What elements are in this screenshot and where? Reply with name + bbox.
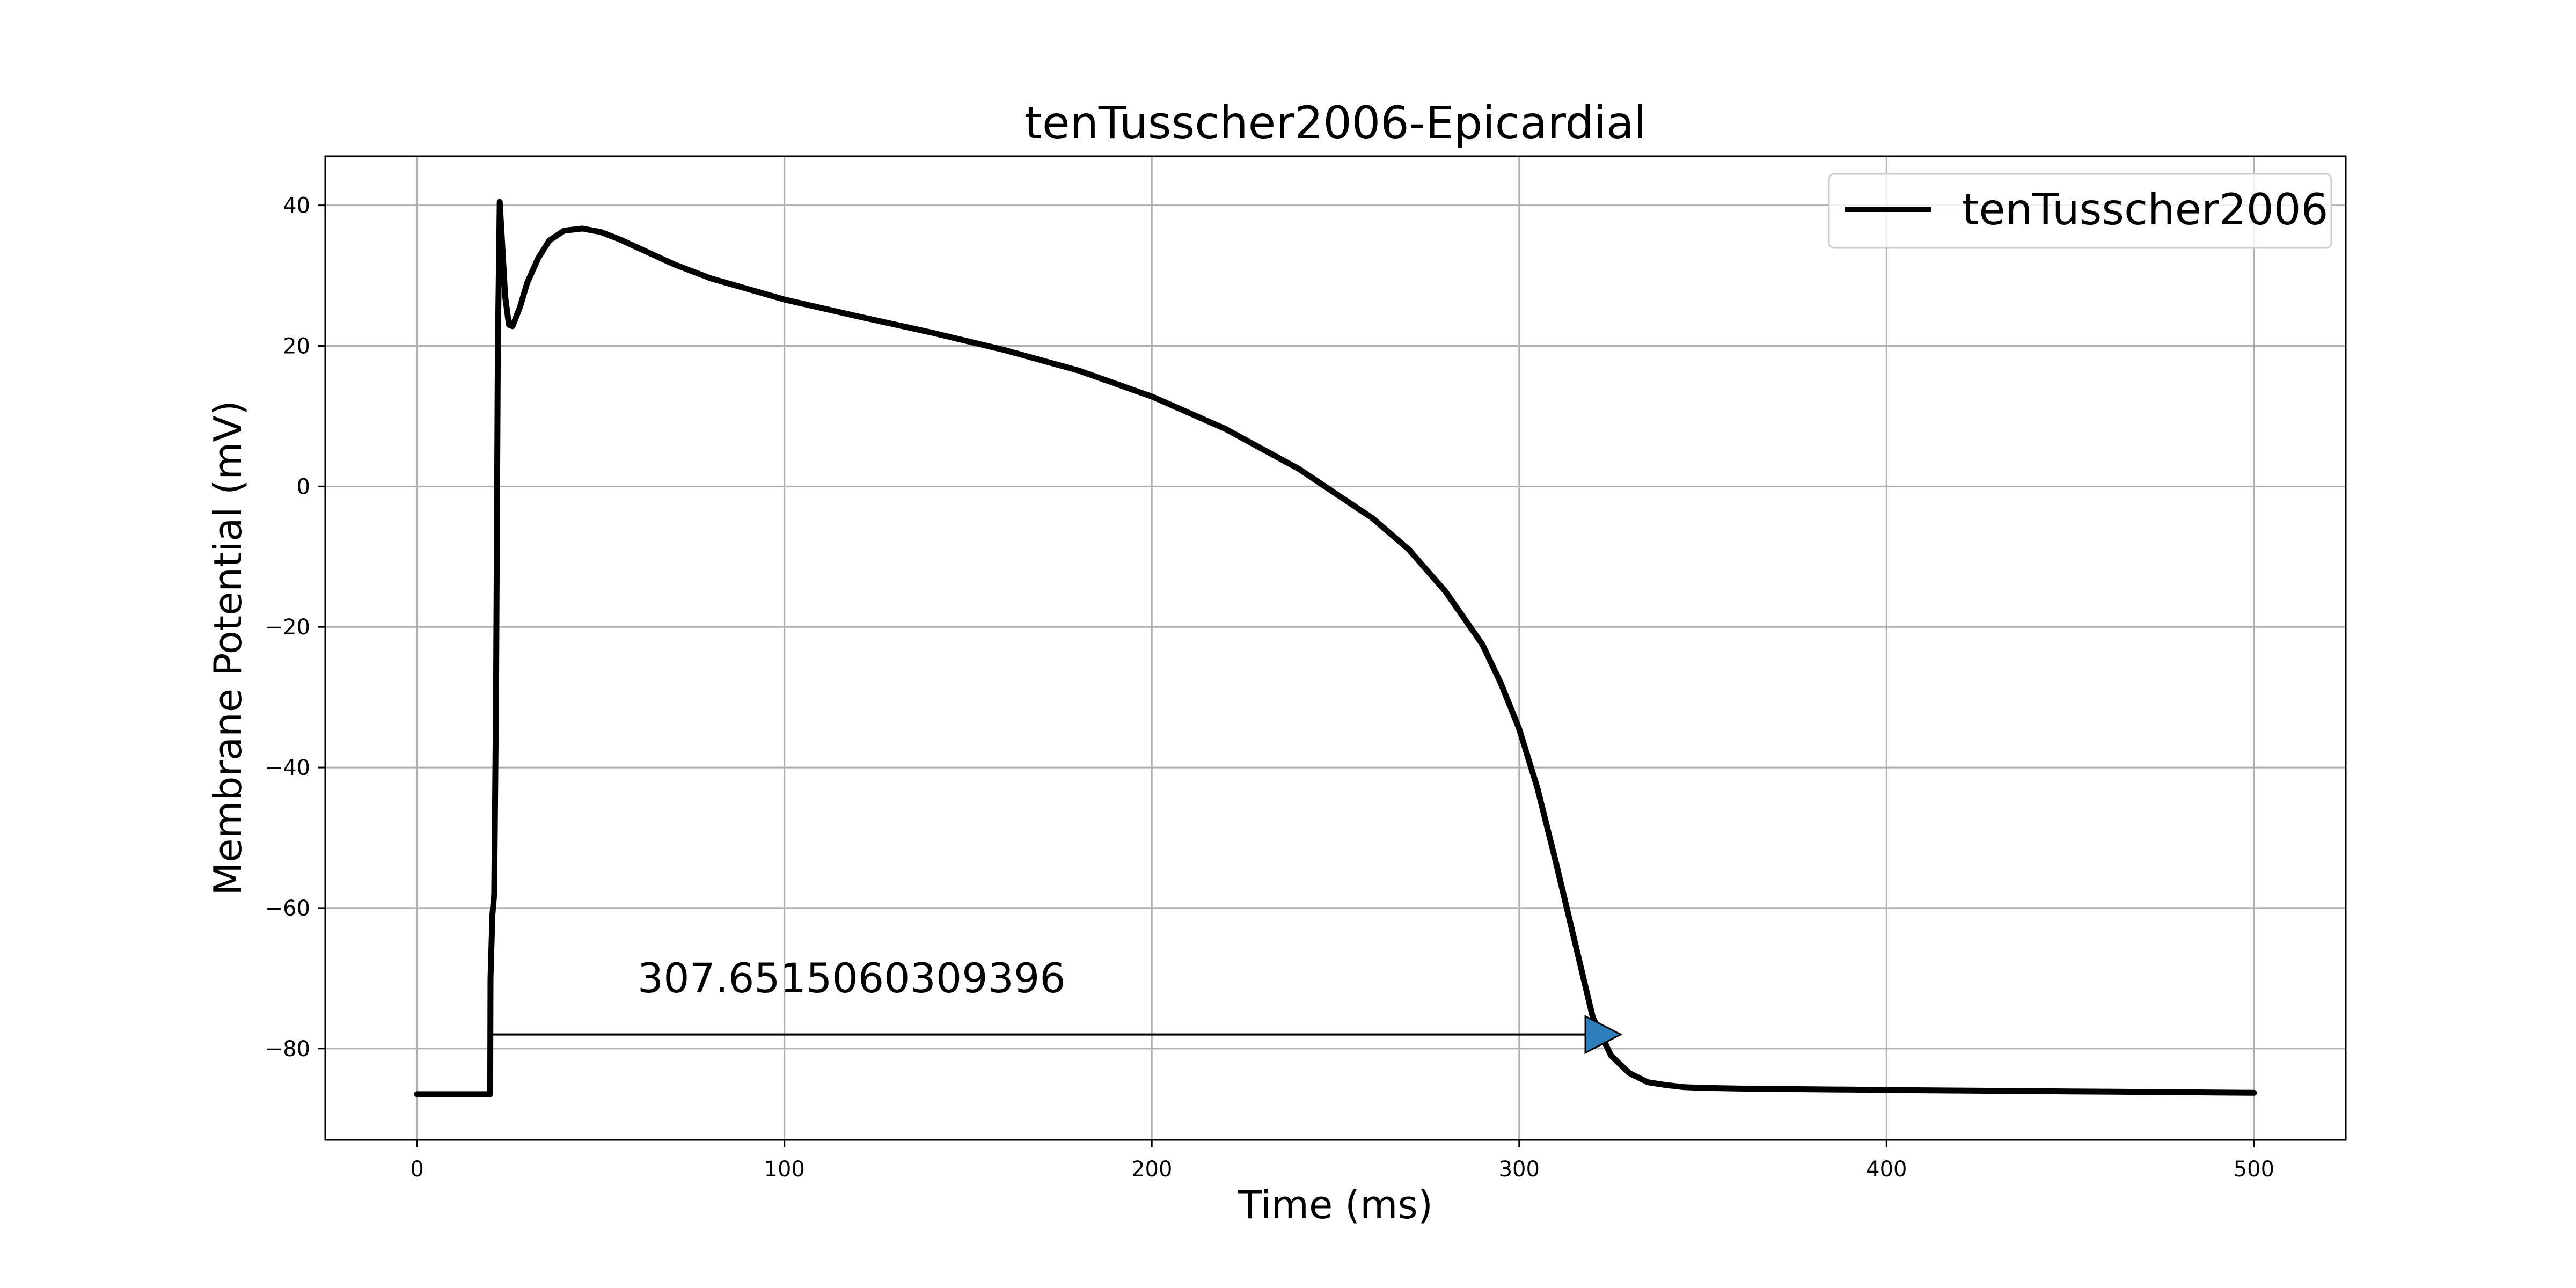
x-tick-label: 400 bbox=[1866, 1157, 1907, 1182]
y-tick-label: −60 bbox=[265, 896, 310, 921]
x-tick-label: 300 bbox=[1499, 1157, 1540, 1182]
annotation-label: 307.6515060309396 bbox=[638, 954, 1066, 1002]
y-tick-label: 0 bbox=[297, 474, 310, 499]
y-axis-title: Membrane Potential (mV) bbox=[206, 400, 251, 896]
legend-label: tenTusscher2006 bbox=[1962, 185, 2328, 235]
legend-box bbox=[1828, 173, 2332, 249]
plot-frame bbox=[324, 155, 2347, 1141]
x-tick-label: 100 bbox=[764, 1157, 805, 1182]
annotation-arrowhead bbox=[1584, 1015, 1623, 1055]
y-tick-label: 40 bbox=[283, 194, 310, 218]
x-tick-label: 200 bbox=[1131, 1157, 1172, 1182]
annotation: 307.6515060309396 bbox=[491, 954, 1623, 1055]
legend: tenTusscher2006 bbox=[1828, 173, 2332, 249]
x-axis-title: Time (ms) bbox=[1238, 1182, 1433, 1227]
x-tick-label: 500 bbox=[2234, 1157, 2274, 1182]
y-tick-label: −40 bbox=[265, 756, 310, 780]
plot-area bbox=[414, 199, 2257, 1097]
grid bbox=[325, 156, 2346, 1140]
y-tick-label: 20 bbox=[283, 334, 310, 359]
chart-title: tenTusscher2006-Epicardial bbox=[1024, 97, 1646, 149]
y-tick-label: −20 bbox=[265, 615, 310, 640]
x-tick-label: 0 bbox=[410, 1157, 423, 1182]
series-line-0 bbox=[414, 199, 2257, 1097]
y-tick-label: −80 bbox=[265, 1037, 310, 1062]
